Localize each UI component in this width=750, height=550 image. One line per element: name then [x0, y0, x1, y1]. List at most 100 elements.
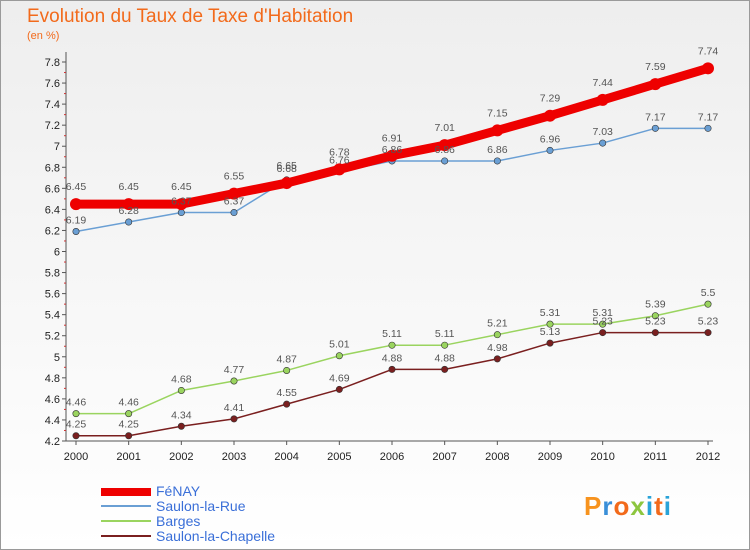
data-label: 6.45 [66, 181, 87, 193]
data-label: 6.45 [171, 181, 192, 193]
x-tick-label: 2010 [590, 451, 614, 463]
y-tick-label: 7.4 [45, 99, 60, 111]
data-point [283, 366, 291, 374]
data-label: 7.17 [645, 111, 666, 123]
data-label: 4.46 [118, 397, 139, 409]
legend-swatch-saulon-la-rue [101, 505, 151, 507]
x-tick-label: 2008 [485, 451, 509, 463]
data-label: 7.17 [698, 111, 719, 123]
y-tick-label: 6.4 [45, 204, 60, 216]
data-point [546, 320, 554, 328]
data-point [230, 415, 238, 423]
data-label: 4.68 [171, 373, 192, 385]
data-labels: 6.45 6.45 6.45 6.55 6.65 6.78 6.91 7.01 7.15 7.29… [66, 45, 719, 430]
x-tick-label: 2003 [222, 451, 246, 463]
data-point [335, 385, 343, 393]
data-point [544, 109, 556, 122]
data-label: 6.37 [171, 196, 192, 208]
proxiti-logo: Proxiti [584, 491, 672, 521]
data-label: 4.25 [118, 419, 139, 431]
data-label: 5.23 [698, 316, 719, 328]
y-tick-label: 7 [54, 141, 60, 153]
data-label: 7.74 [698, 45, 719, 57]
data-label: 6.65 [276, 160, 297, 172]
data-point [388, 341, 396, 349]
data-point [441, 341, 449, 349]
legend: FéNAY Saulon-la-Rue Barges Saulon-la-Cha… [101, 484, 341, 544]
chart-unit: (en %) [27, 30, 60, 42]
data-point [125, 410, 133, 418]
data-point [546, 339, 554, 347]
data-point [230, 209, 238, 217]
data-point [599, 139, 607, 147]
data-label: 4.55 [276, 387, 297, 399]
y-tick-label: 4.4 [45, 415, 60, 427]
data-point [493, 157, 501, 165]
data-label: 6.86 [434, 144, 455, 156]
data-label: 6.91 [382, 133, 403, 145]
y-tick-label: 7.2 [45, 120, 60, 132]
data-label: 5.31 [540, 307, 561, 319]
data-label: 7.29 [540, 93, 561, 105]
data-label: 5.31 [592, 307, 613, 319]
x-tick-label: 2011 [644, 451, 668, 463]
legend-item-saulon-la-rue[interactable]: Saulon-la-Rue [101, 499, 341, 514]
x-tick-label: 2000 [64, 451, 88, 463]
data-label: 6.86 [487, 144, 508, 156]
data-label: 7.59 [645, 61, 666, 73]
data-label: 6.55 [224, 171, 245, 183]
legend-swatch-barges [101, 520, 151, 522]
legend-item-barges[interactable]: Barges [101, 514, 341, 529]
data-point [651, 329, 659, 337]
data-point [651, 124, 659, 132]
data-label: 6.68 [276, 163, 297, 175]
data-point [333, 163, 346, 176]
y-tick-label: 5.6 [45, 289, 60, 301]
data-point [704, 329, 712, 337]
data-label: 5.23 [592, 316, 613, 328]
data-point [283, 400, 291, 408]
data-point [125, 432, 133, 440]
data-label: 4.34 [171, 409, 192, 421]
legend-label-saulon-la-chapelle: Saulon-la-Chapelle [156, 528, 276, 544]
x-tick-label: 2001 [116, 451, 140, 463]
data-point [175, 198, 188, 211]
data-label: 4.88 [382, 352, 403, 364]
legend-label-barges: Barges [156, 513, 201, 529]
y-tick-label: 6.2 [45, 225, 60, 237]
data-point [72, 227, 80, 235]
chart-title: Evolution du Taux de Taxe d'Habitation [27, 6, 354, 27]
data-label: 5.11 [382, 328, 402, 340]
data-label: 4.25 [66, 419, 87, 431]
legend-item-fenay[interactable]: FéNAY [101, 484, 341, 499]
data-label: 7.15 [487, 107, 508, 119]
data-point [441, 365, 449, 373]
data-point [177, 209, 185, 217]
data-point [388, 365, 396, 373]
y-tick-label: 4.2 [45, 436, 60, 448]
data-label: 6.78 [329, 146, 350, 158]
data-point [651, 312, 659, 320]
y-tick-label: 5.2 [45, 331, 60, 343]
data-label: 5.39 [645, 299, 666, 311]
y-tick-label: 5 [54, 352, 60, 364]
data-label: 5.11 [435, 328, 455, 340]
y-tick-label: 6.8 [45, 162, 60, 174]
data-label: 5.13 [540, 326, 561, 338]
data-label: 4.98 [487, 342, 508, 354]
x-tick-label: 2009 [538, 451, 562, 463]
data-label: 6.96 [540, 133, 561, 145]
y-tick-label: 7.8 [45, 57, 60, 69]
data-point [72, 410, 80, 418]
x-tick-label: 2006 [380, 451, 404, 463]
y-tick-label: 5.8 [45, 268, 60, 280]
data-point [491, 124, 504, 137]
x-tick-label: 2004 [274, 451, 298, 463]
y-tick-label: 4.8 [45, 373, 60, 385]
legend-item-saulon-la-chapelle[interactable]: Saulon-la-Chapelle [101, 529, 341, 544]
data-label: 4.46 [66, 397, 87, 409]
legend-swatch-fenay [101, 488, 151, 496]
data-point [228, 187, 240, 200]
legend-label-saulon-la-rue: Saulon-la-Rue [156, 498, 246, 514]
data-label: 4.87 [276, 353, 297, 365]
